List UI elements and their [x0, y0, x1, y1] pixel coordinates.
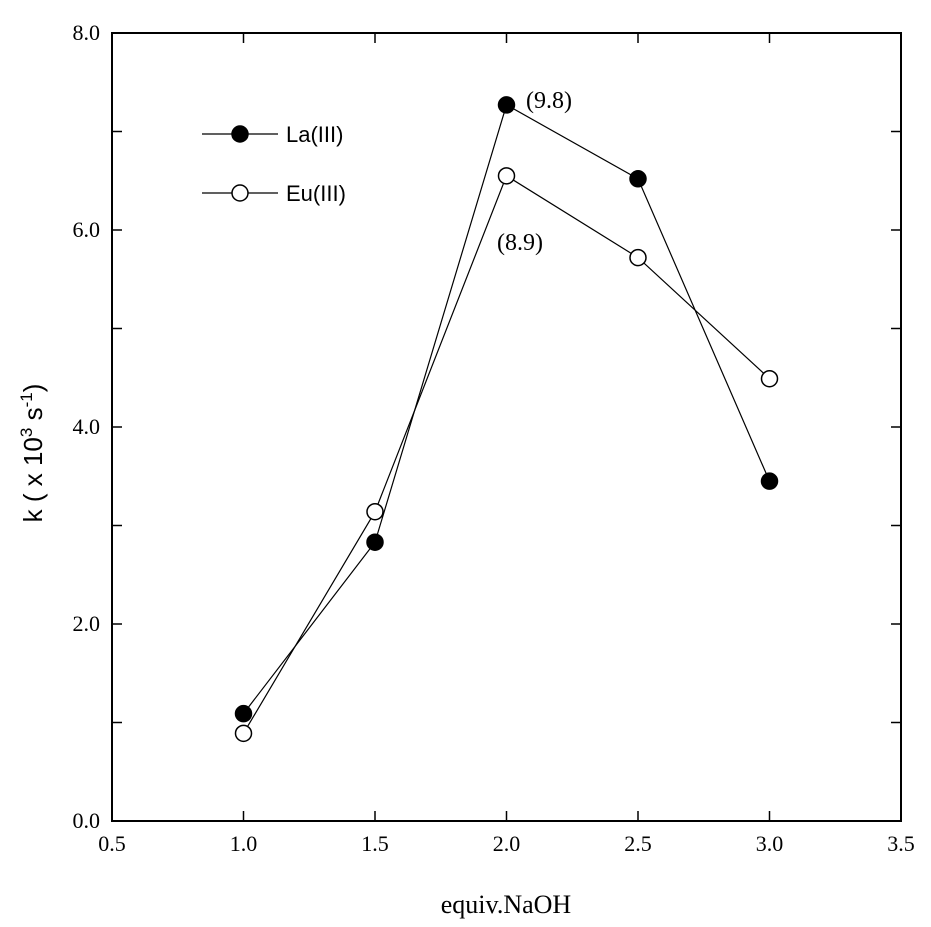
y-axis-title-exp: 3 — [17, 428, 36, 437]
data-point-eu — [234, 724, 253, 743]
data-point-eu — [497, 167, 516, 185]
data-point-la — [234, 704, 253, 723]
y-axis-title-main: k ( x 10 — [18, 437, 48, 522]
x-axis-ticks: 0.5 1.0 1.5 2.0 2.5 3.0 3.5 — [98, 33, 915, 856]
legend-marker-la — [231, 125, 249, 143]
plot-frame — [111, 32, 902, 822]
y-tick-label: 2.0 — [73, 611, 101, 636]
legend-marker-eu — [231, 184, 249, 202]
series-points — [234, 96, 779, 743]
series-line-eu — [242, 174, 770, 734]
y-axis-title-unit: s — [18, 407, 48, 427]
x-tick-label: 2.0 — [493, 831, 521, 856]
data-point-la — [760, 472, 779, 490]
x-tick-label: 1.0 — [230, 831, 258, 856]
annotation-eu-peak: (8.9) — [497, 230, 543, 256]
y-tick-label: 6.0 — [73, 217, 101, 242]
data-point-la — [497, 96, 516, 114]
data-point-la — [629, 170, 647, 188]
x-tick-label: 3.0 — [756, 831, 784, 856]
data-point-eu — [629, 248, 647, 267]
annotation-la-peak: (9.8) — [526, 88, 572, 114]
y-tick-label: 8.0 — [73, 20, 101, 45]
y-axis-title-end: ) — [18, 384, 48, 393]
data-point-eu — [760, 369, 779, 388]
y-axis-title: k ( x 103 s-1) — [17, 384, 48, 523]
x-tick-label: 3.5 — [887, 831, 915, 856]
data-point-la — [366, 533, 384, 551]
legend-label-eu: Eu(III) — [286, 181, 346, 206]
x-tick-label: 2.5 — [624, 831, 652, 856]
x-axis-title: equiv.NaOH — [441, 890, 572, 919]
legend-label-la: La(III) — [286, 122, 343, 147]
x-tick-label: 1.5 — [361, 831, 389, 856]
y-tick-label: 4.0 — [73, 414, 101, 439]
legend: La(III) Eu(III) — [202, 122, 346, 206]
y-tick-label: 0.0 — [73, 808, 101, 833]
y-axis-ticks: 0.0 2.0 4.0 6.0 8.0 — [73, 20, 901, 833]
data-point-eu — [366, 502, 384, 521]
x-tick-label: 0.5 — [98, 831, 126, 856]
y-axis-title-unit-exp: -1 — [17, 392, 36, 407]
